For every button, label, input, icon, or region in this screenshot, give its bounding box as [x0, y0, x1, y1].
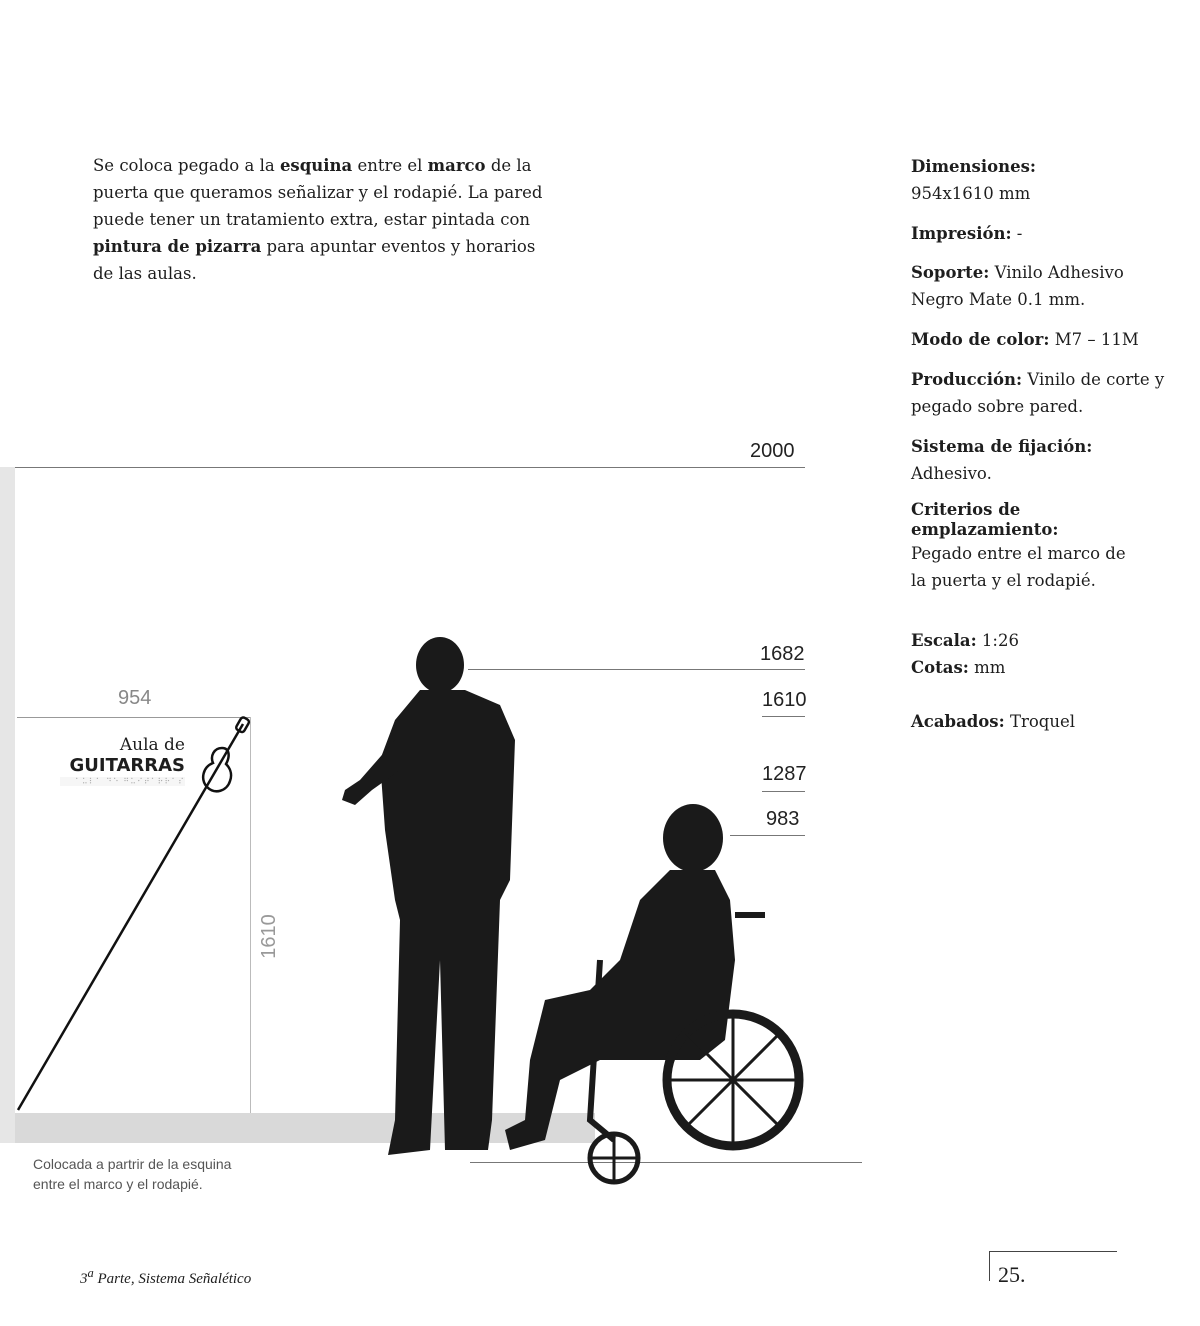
spec-emplazamiento: Criterios de emplazamiento: Pegado entre … — [911, 500, 1126, 590]
floor-band — [15, 1113, 595, 1143]
dim-line-1610 — [762, 716, 805, 717]
man-trumpet-silhouette — [342, 637, 515, 1155]
spec-dimensiones: Dimensiones: 954x1610 mm — [911, 157, 1036, 203]
spec-soporte: Soporte: Vinilo Adhesivo Negro Mate 0.1 … — [911, 263, 1124, 309]
intro-text: entre el — [352, 156, 428, 175]
dim-label-983: 983 — [766, 808, 800, 830]
sign-label: Aula de GUITARRAS ⠁⠥⠇⠁ ⠙⠑ ⠛⠥⠊⠞⠁⠗⠗⠁⠎ — [60, 735, 185, 786]
dim-label-2000: 2000 — [750, 440, 795, 462]
dim-label-1610: 1610 — [762, 689, 807, 711]
floor-line — [470, 1162, 862, 1163]
sign-top-line — [17, 717, 250, 718]
dim-label-1287: 1287 — [762, 763, 807, 785]
dim-line-1682 — [468, 669, 805, 670]
page-number-rule-vertical — [989, 1251, 990, 1281]
dim-line-983 — [730, 835, 805, 836]
intro-emphasis: esquina — [279, 156, 353, 175]
spec-acabados: Acabados: Troquel — [911, 712, 1076, 731]
intro-emphasis: marco — [427, 156, 486, 175]
page-number: 25. — [998, 1262, 1026, 1287]
spec-modo-color: Modo de color: M7 – 11M — [911, 330, 1139, 349]
intro-paragraph: Se coloca pegado a la esquina entre el m… — [93, 152, 553, 287]
spec-cotas: Cotas: mm — [911, 658, 1006, 677]
dim-line-1287 — [762, 791, 805, 792]
dim-line-2000 — [15, 467, 805, 468]
dim-label-1682: 1682 — [760, 643, 805, 665]
wall-strip — [0, 467, 15, 1143]
intro-text: Se coloca pegado a la — [93, 156, 280, 175]
footer-section-title: 3a Parte, Sistema Señalético — [80, 1266, 252, 1287]
guitar-icon — [16, 716, 251, 1111]
sign-width-label: 954 — [118, 687, 152, 709]
caption: Colocada a partrir de la esquina entre e… — [33, 1156, 232, 1192]
intro-emphasis: pintura de pizarra — [93, 237, 262, 256]
spec-impresion: Impresión: - — [911, 224, 1023, 243]
person-wheelchair-silhouette — [505, 804, 804, 1185]
page-number-rule — [989, 1251, 1117, 1252]
intro-text: para apuntar eventos y horarios de las a… — [93, 237, 536, 283]
sign-right-line — [250, 717, 251, 1113]
spec-produccion: Producción: Vinilo de corte y pegado sob… — [911, 370, 1165, 416]
spec-fijacion: Sistema de fijación: Adhesivo. — [911, 437, 1093, 483]
intro-text: de la puerta que queramos señalizar y el… — [93, 156, 543, 229]
spec-escala: Escala: 1:26 — [911, 631, 1019, 650]
